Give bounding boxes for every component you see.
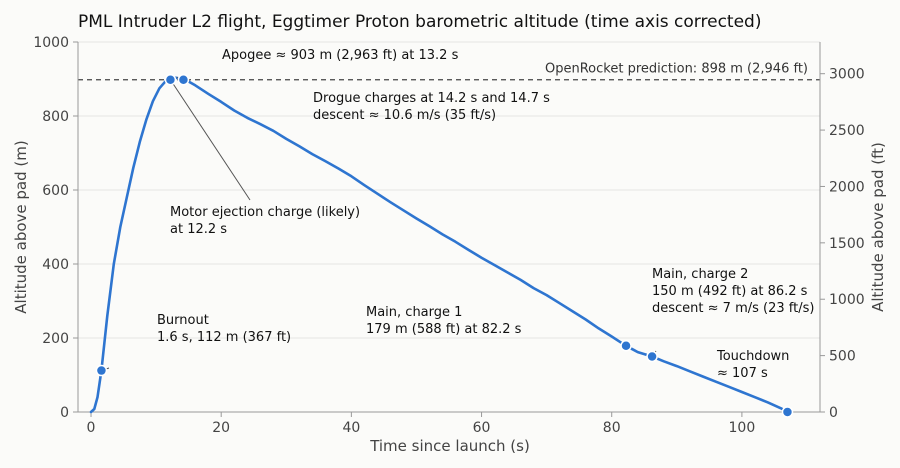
- annotation-2-line-1: at 12.2 s: [170, 222, 227, 237]
- y-tick-label-3: 600: [42, 183, 69, 199]
- y-tick-label-5: 1000: [33, 35, 69, 51]
- y2-axis-title: Altitude above pad (ft): [869, 142, 887, 312]
- event-marker-0: [95, 364, 108, 377]
- y-tick-label-4: 800: [42, 109, 69, 125]
- axes-layer: 0 20 40 60 80 1000200400600800100005001000150…: [33, 35, 864, 436]
- marker-layer: [95, 73, 794, 418]
- series-layer: [89, 75, 789, 414]
- annotation-1-line-0: Drogue charges at 14.2 s and 14.7 s: [313, 91, 550, 106]
- reference-layer: OpenRocket prediction: 898 m (2,946 ft): [78, 62, 820, 81]
- y-tick-label-1: 200: [42, 331, 69, 347]
- x-tick-label-5: 100: [729, 420, 756, 436]
- event-marker-5: [781, 406, 794, 418]
- x-tick-label-0: 0: [87, 420, 96, 436]
- y-tick-label-2: 400: [42, 257, 69, 273]
- annotation-3-line-1: 1.6 s, 112 m (367 ft): [157, 330, 291, 345]
- annotation-5-line-2: descent ≈ 7 m/s (23 ft/s): [652, 301, 814, 316]
- x-axis-title: Time since launch (s): [369, 437, 530, 455]
- x-tick-label-4: 80: [603, 420, 621, 436]
- y2-tick-label-1: 500: [829, 349, 856, 365]
- annotation-0-line-0: Apogee ≈ 903 m (2,963 ft) at 13.2 s: [222, 48, 459, 63]
- y2-tick-label-4: 2000: [829, 179, 865, 195]
- annotation-layer: Apogee ≈ 903 m (2,963 ft) at 13.2 s Drogu…: [157, 48, 814, 381]
- annotation-5-line-1: 150 m (492 ft) at 86.2 s: [652, 284, 808, 299]
- y-axis-title: Altitude above pad (m): [12, 140, 30, 313]
- annotation-5-line-0: Main, charge 2: [652, 267, 748, 282]
- event-marker-1: [164, 73, 177, 86]
- annotation-3-line-0: Burnout: [157, 313, 209, 328]
- annotation-6-line-1: ≈ 107 s: [717, 366, 768, 381]
- annotation-leaders: [101, 76, 788, 413]
- y2-tick-label-2: 1000: [829, 292, 865, 308]
- altitude-series-line: [89, 75, 789, 414]
- annotation-leader-2: [170, 79, 251, 201]
- annotation-4-line-0: Main, charge 1: [366, 305, 462, 320]
- reference-line-label: OpenRocket prediction: 898 m (2,946 ft): [545, 62, 808, 77]
- y2-tick-label-5: 2500: [829, 123, 865, 139]
- annotation-6-line-0: Touchdown: [716, 349, 789, 364]
- y2-tick-label-0: 0: [829, 405, 838, 421]
- y-tick-label-0: 0: [60, 405, 69, 421]
- chart-title: PML Intruder L2 flight, Eggtimer Proton …: [78, 12, 761, 32]
- annotation-1-line-1: descent ≈ 10.6 m/s (35 ft/s): [313, 108, 496, 123]
- y2-tick-label-6: 3000: [829, 67, 865, 83]
- event-marker-3: [620, 340, 632, 352]
- event-marker-2: [177, 73, 190, 86]
- annotation-2-line-0: Motor ejection charge (likely): [170, 205, 360, 220]
- annotation-4-line-1: 179 m (588 ft) at 82.2 s: [366, 322, 522, 337]
- event-marker-4: [646, 350, 658, 363]
- x-tick-label-1: 20: [212, 420, 230, 436]
- y2-tick-label-3: 1500: [829, 236, 865, 252]
- x-tick-label-3: 60: [473, 420, 491, 436]
- x-tick-label-2: 40: [342, 420, 360, 436]
